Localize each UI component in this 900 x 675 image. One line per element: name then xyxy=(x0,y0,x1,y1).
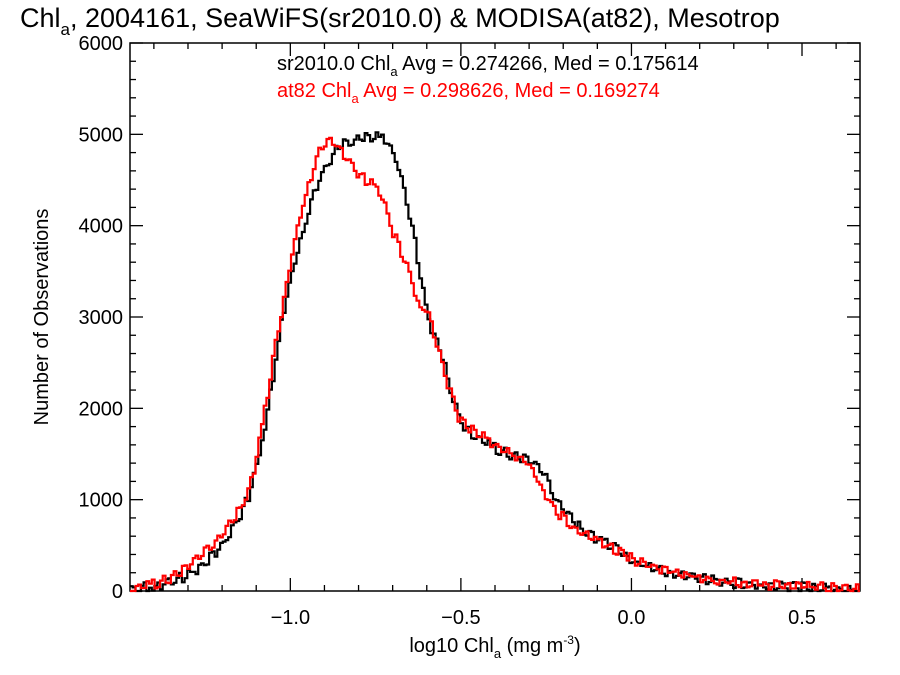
series-layer xyxy=(130,131,860,593)
axis-ticks: −1.0 −0.5 0.0 0.5 0 1000 2000 3000 4000 5000 6000 xyxy=(79,33,860,629)
y-tick-label: 6000 xyxy=(79,33,124,55)
series-sr2010-line xyxy=(130,131,860,593)
x-tick-label: 0.5 xyxy=(788,607,816,629)
chart-title-rest: , 2004161, SeaWiFS(sr2010.0) & MODISA(at… xyxy=(70,3,780,33)
y-tick-label: 2000 xyxy=(79,398,124,420)
x-tick-label: −0.5 xyxy=(441,607,480,629)
y-tick-label: 1000 xyxy=(79,490,124,512)
chart-title: Chla, 2004161, SeaWiFS(sr2010.0) & MODIS… xyxy=(20,3,780,39)
y-tick-label: 0 xyxy=(112,581,123,603)
chart-title-sub: a xyxy=(61,20,71,39)
y-axis-label: Number of Observations xyxy=(31,209,53,426)
series-at82-line xyxy=(130,136,860,593)
annotation-black: sr2010.0 Chla Avg = 0.274266, Med = 0.17… xyxy=(277,53,699,79)
chart-title-main: Chl xyxy=(20,3,61,33)
x-axis-label: log10 Chla (mg m-3) xyxy=(409,633,580,661)
y-tick-label: 5000 xyxy=(79,124,124,146)
x-tick-label: 0.0 xyxy=(618,607,646,629)
x-tick-label: −1.0 xyxy=(271,607,310,629)
y-tick-label: 3000 xyxy=(79,307,124,329)
annotation-red: at82 Chla Avg = 0.298626, Med = 0.169274 xyxy=(277,80,660,106)
y-tick-label: 4000 xyxy=(79,216,124,238)
